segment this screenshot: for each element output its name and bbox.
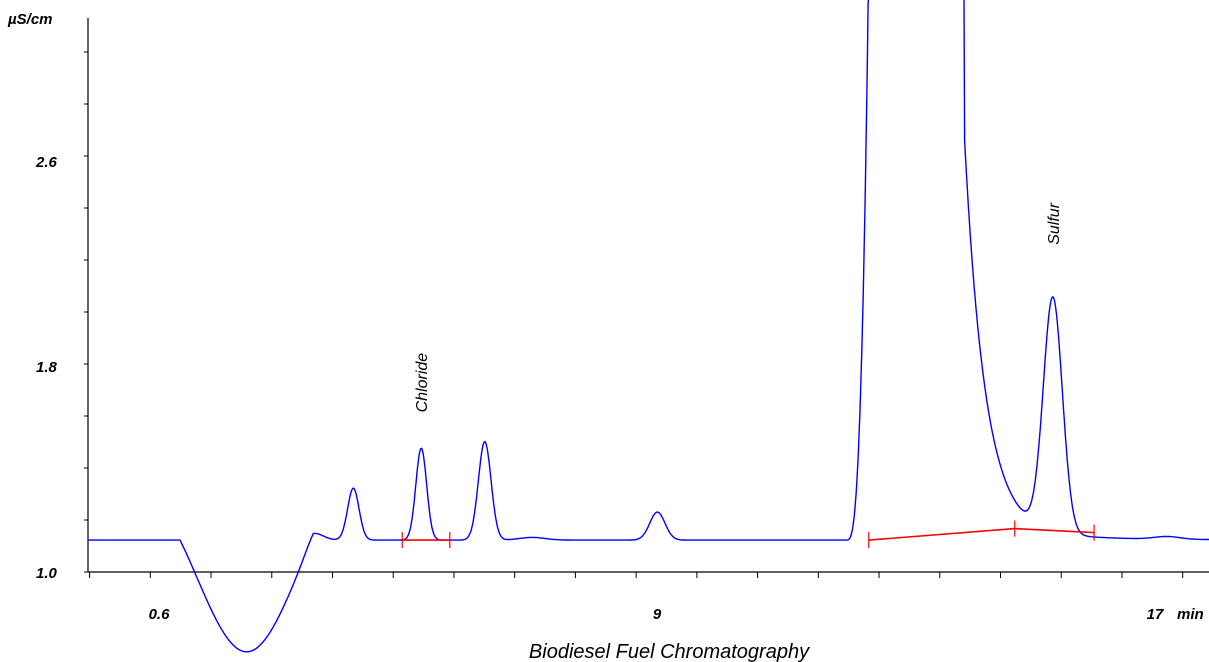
- y-tick-label: 2.6: [35, 154, 58, 171]
- x-axis-unit-label: min: [1177, 606, 1204, 623]
- peak-label: Sulfur: [1046, 202, 1063, 244]
- y-tick-label: 1.0: [36, 565, 58, 582]
- integration-baselines: [401, 520, 1095, 549]
- x-tick-label: 17: [1147, 606, 1164, 623]
- integration-line: [868, 527, 1095, 541]
- chart-title: Biodiesel Fuel Chromatography: [529, 641, 810, 662]
- peak-label: Chloride: [414, 353, 431, 413]
- x-tick-labels: 0.6 9 17: [149, 606, 1164, 623]
- peak-annotations: Chloride Sulfur: [414, 202, 1063, 412]
- y-axis-unit-label: µS/cm: [7, 11, 53, 28]
- x-axis: [88, 571, 1209, 578]
- chromatogram-trace: [88, 0, 1209, 653]
- x-tick-label: 9: [653, 606, 662, 623]
- y-tick-labels: 2.6 1.8 1.0: [35, 154, 58, 582]
- y-tick-label: 1.8: [36, 359, 58, 376]
- x-tick-label: 0.6: [149, 606, 171, 623]
- y-axis: [84, 18, 89, 573]
